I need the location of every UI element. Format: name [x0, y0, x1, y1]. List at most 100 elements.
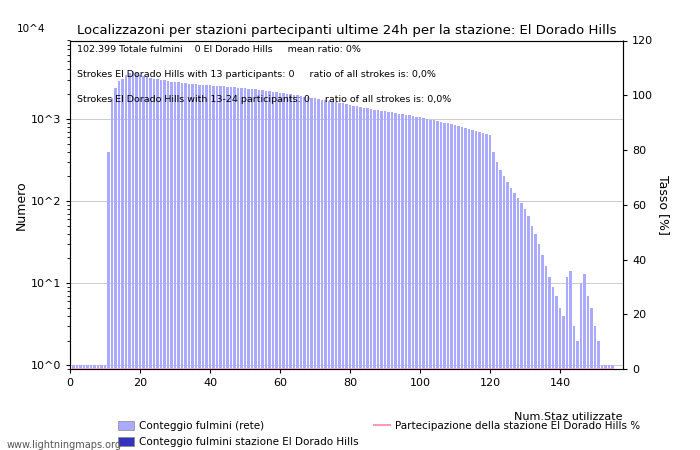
Bar: [184, 83, 187, 450]
Bar: [541, 255, 544, 450]
Bar: [79, 365, 82, 450]
Bar: [534, 234, 537, 450]
Bar: [275, 92, 278, 450]
Bar: [237, 88, 239, 450]
Bar: [324, 100, 327, 450]
Bar: [366, 108, 369, 450]
Bar: [226, 87, 229, 450]
Bar: [160, 80, 162, 450]
Bar: [555, 296, 558, 450]
Bar: [384, 111, 386, 450]
Bar: [440, 122, 442, 450]
Bar: [331, 101, 334, 450]
Bar: [576, 341, 579, 450]
Bar: [328, 101, 330, 450]
Bar: [482, 133, 484, 450]
Bar: [419, 117, 421, 450]
Bar: [387, 112, 390, 450]
Bar: [569, 271, 572, 450]
Bar: [188, 84, 190, 450]
Bar: [149, 78, 152, 450]
Bar: [408, 116, 411, 450]
Bar: [426, 119, 428, 450]
Bar: [475, 130, 477, 450]
Bar: [478, 131, 481, 450]
Bar: [422, 118, 425, 450]
Legend: Conteggio fulmini (rete), Conteggio fulmini stazione El Dorado Hills, Partecipaz: Conteggio fulmini (rete), Conteggio fulm…: [114, 417, 644, 450]
Bar: [153, 78, 155, 450]
Bar: [177, 82, 180, 450]
Bar: [492, 152, 495, 450]
Bar: [401, 114, 404, 450]
Bar: [597, 341, 600, 450]
Bar: [307, 97, 309, 450]
Bar: [538, 244, 540, 450]
Bar: [489, 135, 491, 450]
Bar: [611, 365, 614, 450]
Bar: [447, 123, 449, 450]
Bar: [296, 95, 299, 450]
Bar: [552, 287, 554, 450]
Bar: [317, 99, 320, 450]
Bar: [135, 73, 138, 450]
Bar: [146, 77, 148, 450]
Bar: [405, 115, 407, 450]
Bar: [510, 188, 512, 450]
Bar: [503, 176, 505, 450]
Bar: [499, 170, 502, 450]
Bar: [198, 85, 201, 450]
Bar: [573, 326, 575, 450]
Bar: [590, 308, 593, 450]
Bar: [272, 92, 274, 450]
Bar: [216, 86, 218, 450]
Bar: [608, 365, 610, 450]
Bar: [251, 89, 253, 450]
Bar: [142, 76, 145, 450]
Bar: [352, 106, 355, 450]
Bar: [244, 88, 246, 450]
Bar: [342, 104, 344, 450]
Bar: [520, 203, 523, 450]
Bar: [566, 277, 568, 450]
Bar: [261, 90, 264, 450]
Bar: [485, 134, 488, 450]
Bar: [436, 121, 439, 450]
Text: www.lightningmaps.org: www.lightningmaps.org: [7, 440, 122, 450]
Bar: [461, 127, 463, 450]
Bar: [93, 365, 96, 450]
Bar: [513, 193, 516, 450]
Bar: [457, 126, 460, 450]
Bar: [156, 79, 159, 450]
Bar: [604, 365, 607, 450]
Bar: [321, 99, 323, 450]
Bar: [300, 96, 302, 450]
Bar: [398, 113, 400, 450]
Bar: [167, 81, 169, 450]
Bar: [545, 266, 547, 450]
Bar: [195, 84, 197, 450]
Bar: [219, 86, 222, 450]
Bar: [562, 316, 565, 450]
Bar: [289, 94, 292, 450]
Bar: [594, 326, 596, 450]
Bar: [86, 365, 89, 450]
Bar: [429, 120, 432, 450]
Bar: [601, 365, 603, 450]
Bar: [506, 182, 509, 450]
Bar: [580, 283, 582, 450]
Bar: [380, 111, 383, 450]
Bar: [97, 365, 99, 450]
Bar: [524, 209, 526, 450]
Bar: [268, 91, 271, 450]
Bar: [254, 90, 257, 450]
Bar: [583, 274, 586, 450]
Bar: [282, 93, 285, 450]
Bar: [433, 120, 435, 450]
Bar: [559, 308, 561, 450]
Bar: [415, 117, 418, 450]
Bar: [363, 108, 365, 450]
Bar: [496, 162, 498, 450]
Bar: [335, 102, 337, 450]
Bar: [121, 78, 124, 450]
Bar: [517, 198, 519, 450]
